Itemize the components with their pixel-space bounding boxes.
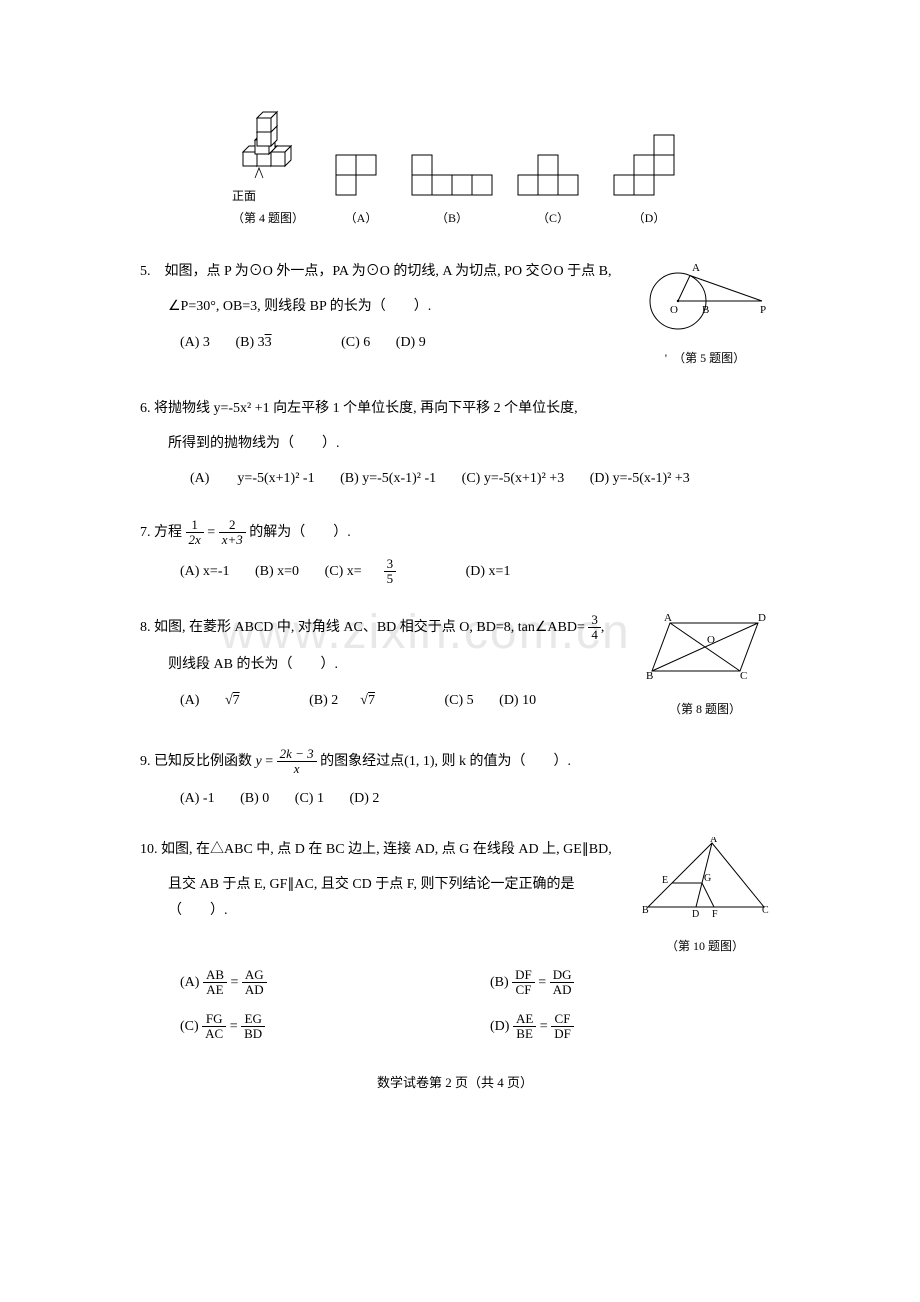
q10-figure: A B C D F E G （第 10 题图）	[640, 837, 770, 958]
q4-optD-fig: （D）	[613, 134, 685, 230]
q4-main-label: 正面 （第 4 题图）	[232, 186, 304, 229]
svg-text:B: B	[702, 304, 709, 316]
q4-optB-fig: （B）	[411, 154, 493, 230]
q5: A O B P ' （第 5 题图） 5. 如图，点 P 为⊙O 外一点，PA …	[140, 259, 770, 370]
svg-text:P: P	[760, 304, 766, 316]
svg-text:A: A	[710, 837, 718, 845]
q9-optA: (A) -1	[180, 791, 215, 806]
svg-text:D: D	[758, 613, 766, 624]
q6-stem2: 所得到的抛物线为（ ）.	[168, 431, 770, 456]
q4-optA-label: （A）	[345, 208, 378, 230]
q9-num: 9.	[140, 754, 151, 769]
q9-stem-post: 的图象经过点(1, 1), 则 k 的值为（ ）.	[320, 754, 571, 769]
q4-main-fig: 正面 （第 4 题图）	[225, 110, 311, 229]
q4-optD-label: （D）	[633, 208, 666, 230]
q7-stem-post: 的解为（ ）.	[249, 525, 351, 540]
q10-optC: (C) FGAC = EGBD	[180, 1012, 460, 1042]
q8-optD: (D) 10	[499, 693, 536, 708]
svg-text:A: A	[692, 262, 700, 274]
q10-optB: (B) DFCF = DGAD	[490, 968, 770, 998]
q6-optC: (C) y=-5(x+1)² +3	[462, 471, 565, 486]
q5-caption: （第 5 题图）	[679, 351, 745, 365]
q7-optA: (A) x=-1	[180, 564, 230, 579]
svg-text:O: O	[707, 634, 715, 646]
q5-optA: (A) 3	[180, 335, 210, 350]
q7-optD: (D) x=1	[466, 564, 511, 579]
svg-text:C: C	[762, 905, 769, 916]
q4-optC-label: （C）	[537, 208, 569, 230]
q10-optD: (D) AEBE = CFDF	[490, 1012, 770, 1042]
q6-stem1: 将抛物线 y=-5x² +1 向左平移 1 个单位长度, 再向下平移 2 个单位…	[154, 401, 578, 416]
q6-num: 6.	[140, 401, 151, 416]
q9: 9. 已知反比例函数 y = 2k − 3x 的图象经过点(1, 1), 则 k…	[140, 747, 770, 812]
q8-optC: (C) 5	[444, 693, 473, 708]
page-footer: 数学试卷第 2 页（共 4 页）	[140, 1071, 770, 1094]
q10-num: 10.	[140, 842, 158, 857]
svg-text:G: G	[704, 873, 711, 884]
q5-figure: A O B P ' （第 5 题图）	[640, 259, 770, 370]
q8-num: 8.	[140, 620, 151, 635]
svg-text:B: B	[646, 670, 653, 682]
q8-figure: A D B C O （第 8 题图）	[640, 613, 770, 721]
q7-stem-pre: 方程	[154, 525, 182, 540]
svg-text:A: A	[664, 613, 672, 624]
q9-optB: (B) 0	[240, 791, 269, 806]
q8-stem1: 如图, 在菱形 ABCD 中, 对角线 AC、BD 相交于点 O, BD=8, …	[154, 620, 585, 635]
q7: 7. 方程 12x = 2x+3 的解为（ ）. (A) x=-1 (B) x=…	[140, 518, 770, 587]
svg-text:O: O	[670, 304, 678, 316]
q7-num: 7.	[140, 525, 151, 540]
q6: 6. 将抛物线 y=-5x² +1 向左平移 1 个单位长度, 再向下平移 2 …	[140, 396, 770, 492]
q8: A D B C O （第 8 题图） 8. 如图, 在菱形 ABCD 中, 对角…	[140, 613, 770, 721]
q6-optA: (A) y=-5(x+1)² -1	[190, 471, 315, 486]
q5-optB: (B) 33	[235, 335, 315, 350]
q4-optB-label: （B）	[436, 208, 468, 230]
svg-text:E: E	[662, 875, 668, 886]
q5-stem1: 如图，点 P 为⊙O 外一点，PA 为⊙O 的切线, A 为切点, PO 交⊙O…	[165, 264, 612, 279]
q8-caption: （第 8 题图）	[640, 699, 770, 721]
q9-stem-pre: 已知反比例函数	[154, 754, 256, 769]
q4-figure-row: 正面 （第 4 题图） （A） （B） （C） （D）	[140, 110, 770, 229]
q7-optB: (B) x=0	[255, 564, 299, 579]
q8-optB: (B) 2√7	[309, 693, 419, 708]
q5-optC: (C) 6	[341, 335, 370, 350]
q5-num: 5.	[140, 264, 151, 279]
q5-optD: (D) 9	[396, 335, 426, 350]
svg-text:C: C	[740, 670, 747, 682]
q6-optB: (B) y=-5(x-1)² -1	[340, 471, 436, 486]
q7-optC: (C) x=35	[325, 564, 441, 579]
svg-text:B: B	[642, 905, 649, 916]
q10-optA: (A) ABAE = AGAD	[180, 968, 460, 998]
q9-optC: (C) 1	[295, 791, 324, 806]
q10-stem1: 如图, 在△ABC 中, 点 D 在 BC 边上, 连接 AD, 点 G 在线段…	[161, 842, 612, 857]
q10-caption: （第 10 题图）	[640, 936, 770, 958]
q4-optC-fig: （C）	[517, 154, 589, 230]
q9-optD: (D) 2	[349, 791, 379, 806]
q6-optD: (D) y=-5(x-1)² +3	[590, 471, 690, 486]
svg-text:F: F	[712, 909, 718, 920]
q8-optA: (A) √7	[180, 693, 284, 708]
q10: A B C D F E G （第 10 题图） 10. 如图, 在△ABC 中,…	[140, 837, 770, 1041]
svg-text:D: D	[692, 909, 699, 920]
q4-optA-fig: （A）	[335, 154, 387, 230]
